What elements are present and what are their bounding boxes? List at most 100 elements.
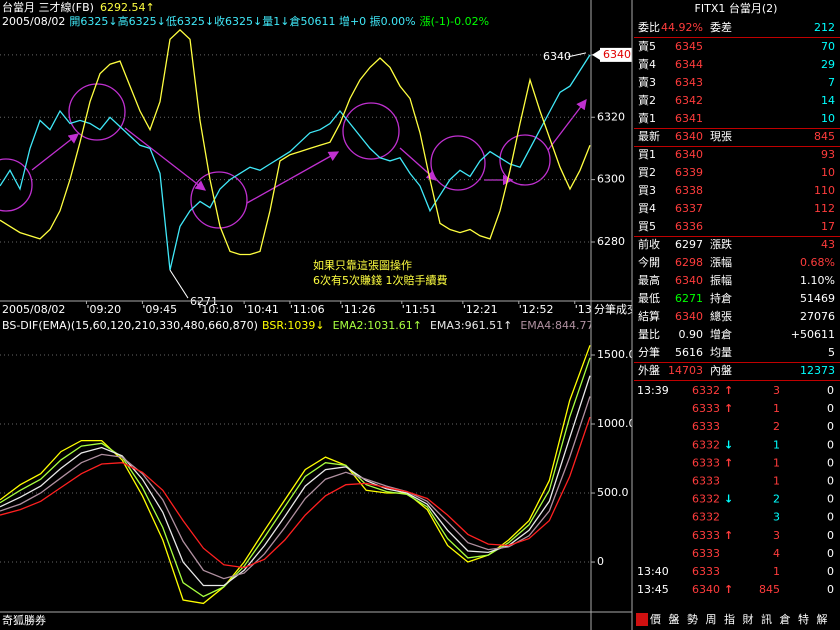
tick-price: 6332 [692,493,720,506]
tab[interactable]: 指 [724,612,735,626]
label-leader [567,52,587,58]
tick-price: 6340 [692,583,720,596]
arrow [547,98,587,151]
tick-change: 0 [827,583,834,596]
quote-label: 外盤 [638,364,660,377]
y-tick-label: 6320 [597,110,625,123]
tab[interactable]: 價 [650,612,661,626]
quote-value: 6344 [675,58,703,71]
quote-value: 17 [821,220,835,233]
tab[interactable]: 財 [743,612,754,626]
tick-change: 0 [827,456,834,469]
chart-subheader: 2005/08/02 開6325↓高6325↓低6325↓收6325↓量1↓倉50… [2,14,489,28]
tick-price: 6333 [692,565,720,578]
high-label: 6340 [543,50,571,63]
tick-volume: 1 [773,475,780,488]
tick-change: 0 [827,475,834,488]
arrow [124,127,207,191]
panel-title: FITX1 台當月(2) [695,1,778,15]
quote-label: 委差 [710,20,732,34]
tick-volume: 1 [773,402,780,415]
tab[interactable]: 勢 [687,612,698,626]
tick-price: 6332 [692,511,720,524]
series-line [0,29,591,256]
quote-label: 賣4 [638,57,656,71]
quote-value: 14703 [668,364,703,377]
quote-label: 最高 [638,273,660,287]
quote-value: 110 [814,184,835,197]
legend-entry: EMA2:1031.61↑ [333,319,422,332]
tick-change: 0 [827,493,834,506]
series-line [0,375,591,587]
circle [0,158,33,212]
change: 漲(-1)-0.02% [420,15,489,28]
quote-value: 14 [821,94,835,107]
y-tick-label: 1500.0 [597,348,636,361]
quote-value: 6339 [675,166,703,179]
quote-value: 6340 [675,130,703,143]
quote-label: 買1 [638,148,656,161]
tab[interactable]: 訊 [761,612,772,626]
quote-label: 漲幅 [710,256,732,269]
quote-label: 現張 [710,130,732,143]
tab[interactable]: 盤 [669,613,680,626]
series-line [0,416,591,569]
panel-background [632,0,840,630]
tick-volume: 1 [773,438,780,451]
ohlc: 開6325↓高6325↓低6325↓收6325↓量1↓倉50611 增+0 振0… [69,14,415,28]
tick-time: 13:39 [637,384,669,397]
indicator-value: 6292.54↑ [100,1,155,14]
chart-area: '09:20 '09:45 '10:10 '10:41 '11:06 '11:26 '11:… [0,29,602,605]
quote-value: 6341 [675,112,703,125]
tick-change: 0 [827,420,834,433]
annotation: 6次有5次賺錢 1次賠手續費 [313,273,448,287]
legend-entry: EMA4:844.77↑ [520,319,602,332]
quote-label: 最新 [638,129,660,143]
annotation-shapes [0,83,587,229]
tick-volume: 1 [773,456,780,469]
tick-change: 0 [827,529,834,542]
quote-value: 5 [828,346,835,359]
x-tick-label: '11:26 [341,303,376,316]
quote-value: 6338 [675,184,703,197]
circle [342,102,400,160]
y-tick-label: 1000.0 [597,417,636,430]
quote-value: 6336 [675,220,703,233]
brand: 奇狐勝券 [2,613,46,627]
quote-value: 6271 [675,292,703,305]
series-line [0,357,591,598]
quote-value: 70 [821,40,835,53]
last-price-pointer [592,49,600,60]
y-tick-label: 6300 [597,173,625,186]
quote-value: 10 [821,166,835,179]
quote-value: 43 [821,238,835,251]
corner-label: 分筆成交 [594,302,638,316]
tick-direction: ↓ [724,438,733,451]
quote-label: 最低 [638,292,660,305]
series-line [0,396,591,580]
tab[interactable]: 周 [706,613,717,626]
quote-label: 委比 [638,21,660,34]
quote-value: 6298 [675,256,703,269]
x-tick-label: '09:45 [142,303,177,316]
tab[interactable]: 倉 [780,612,791,626]
tick-time: 13:45 [637,583,669,596]
tick-volume: 4 [773,547,780,560]
quote-value: 6345 [675,40,703,53]
chart-title: 台當月 三才線(FB) [2,0,94,14]
tab[interactable]: 解 [817,612,828,626]
quote-value: 845 [814,130,835,143]
quote-label: 內盤 [710,364,732,377]
low-label: 6271 [190,295,218,308]
tick-price: 6333 [692,529,720,542]
tab[interactable]: 特 [798,612,809,626]
tick-price: 6332 [692,438,720,451]
tick-direction: ↑ [724,456,733,469]
quote-value: 7 [828,76,835,89]
tick-volume: 2 [773,493,780,506]
quote-value: 6342 [675,94,703,107]
quote-value: 6340 [675,310,703,323]
tick-price: 6333 [692,402,720,415]
